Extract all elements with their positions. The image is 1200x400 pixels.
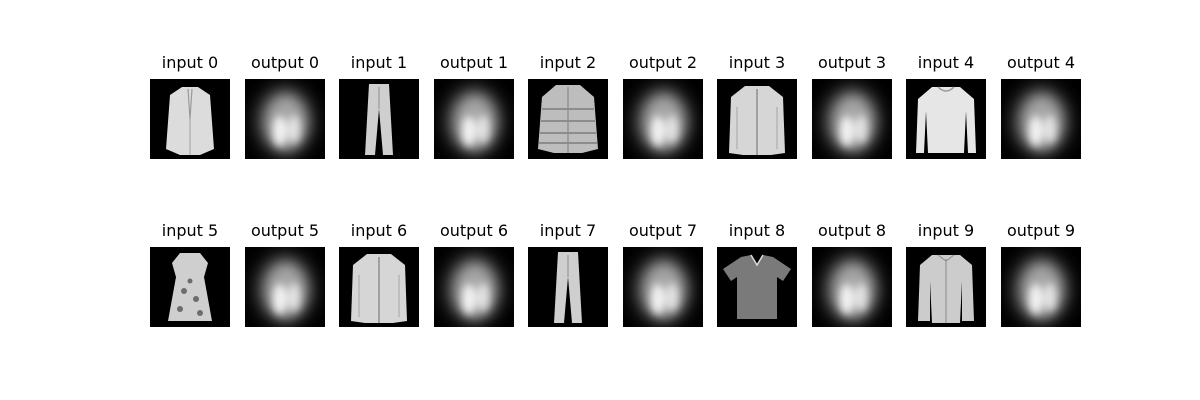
panel-title: input 5	[161, 221, 219, 240]
panel-title: input 8	[728, 221, 786, 240]
input-panel: input 8	[717, 221, 797, 327]
input-image-trouser	[339, 79, 419, 159]
input-panel: input 3	[717, 53, 797, 159]
output-reconstruction-image	[812, 79, 892, 159]
panel-title: output 4	[1006, 53, 1076, 72]
output-panel: output 9	[1001, 221, 1081, 327]
output-reconstruction-image	[623, 79, 703, 159]
output-panel: output 5	[245, 221, 325, 327]
output-reconstruction-image	[623, 247, 703, 327]
output-panel: output 7	[623, 221, 703, 327]
input-image-shirt	[906, 247, 986, 327]
output-panel: output 2	[623, 53, 703, 159]
panel-title: output 1	[439, 53, 509, 72]
input-panel: input 0	[150, 53, 230, 159]
input-image-jacket	[717, 79, 797, 159]
output-reconstruction-image	[245, 79, 325, 159]
input-panel: input 9	[906, 221, 986, 327]
output-panel: output 4	[1001, 53, 1081, 159]
output-panel: output 6	[434, 221, 514, 327]
panel-title: input 4	[917, 53, 975, 72]
panel-title: input 6	[350, 221, 408, 240]
input-panel: input 2	[528, 53, 608, 159]
panel-title: input 2	[539, 53, 597, 72]
output-panel: output 1	[434, 53, 514, 159]
input-image-puffer-coat	[528, 79, 608, 159]
output-reconstruction-image	[434, 247, 514, 327]
output-panel: output 8	[812, 221, 892, 327]
input-panel: input 7	[528, 221, 608, 327]
input-image-tshirt	[717, 247, 797, 327]
panel-title: output 7	[628, 221, 698, 240]
panel-title: output 5	[250, 221, 320, 240]
input-image-trouser	[528, 247, 608, 327]
input-image-coat	[150, 79, 230, 159]
output-reconstruction-image	[245, 247, 325, 327]
output-reconstruction-image	[812, 247, 892, 327]
input-panel: input 6	[339, 221, 419, 327]
panel-title: output 0	[250, 53, 320, 72]
panel-title: input 7	[539, 221, 597, 240]
input-image-jacket	[339, 247, 419, 327]
panel-title: output 9	[1006, 221, 1076, 240]
input-image-pullover	[906, 79, 986, 159]
input-image-dress	[150, 247, 230, 327]
panel-title: output 8	[817, 221, 887, 240]
output-panel: output 3	[812, 53, 892, 159]
panel-title: input 9	[917, 221, 975, 240]
panel-title: output 2	[628, 53, 698, 72]
output-reconstruction-image	[1001, 247, 1081, 327]
panel-title: output 6	[439, 221, 509, 240]
input-panel: input 4	[906, 53, 986, 159]
panel-title: output 3	[817, 53, 887, 72]
panel-title: input 3	[728, 53, 786, 72]
output-reconstruction-image	[434, 79, 514, 159]
output-reconstruction-image	[1001, 79, 1081, 159]
input-panel: input 5	[150, 221, 230, 327]
input-panel: input 1	[339, 53, 419, 159]
panel-title: input 1	[350, 53, 408, 72]
panel-title: input 0	[161, 53, 219, 72]
output-panel: output 0	[245, 53, 325, 159]
